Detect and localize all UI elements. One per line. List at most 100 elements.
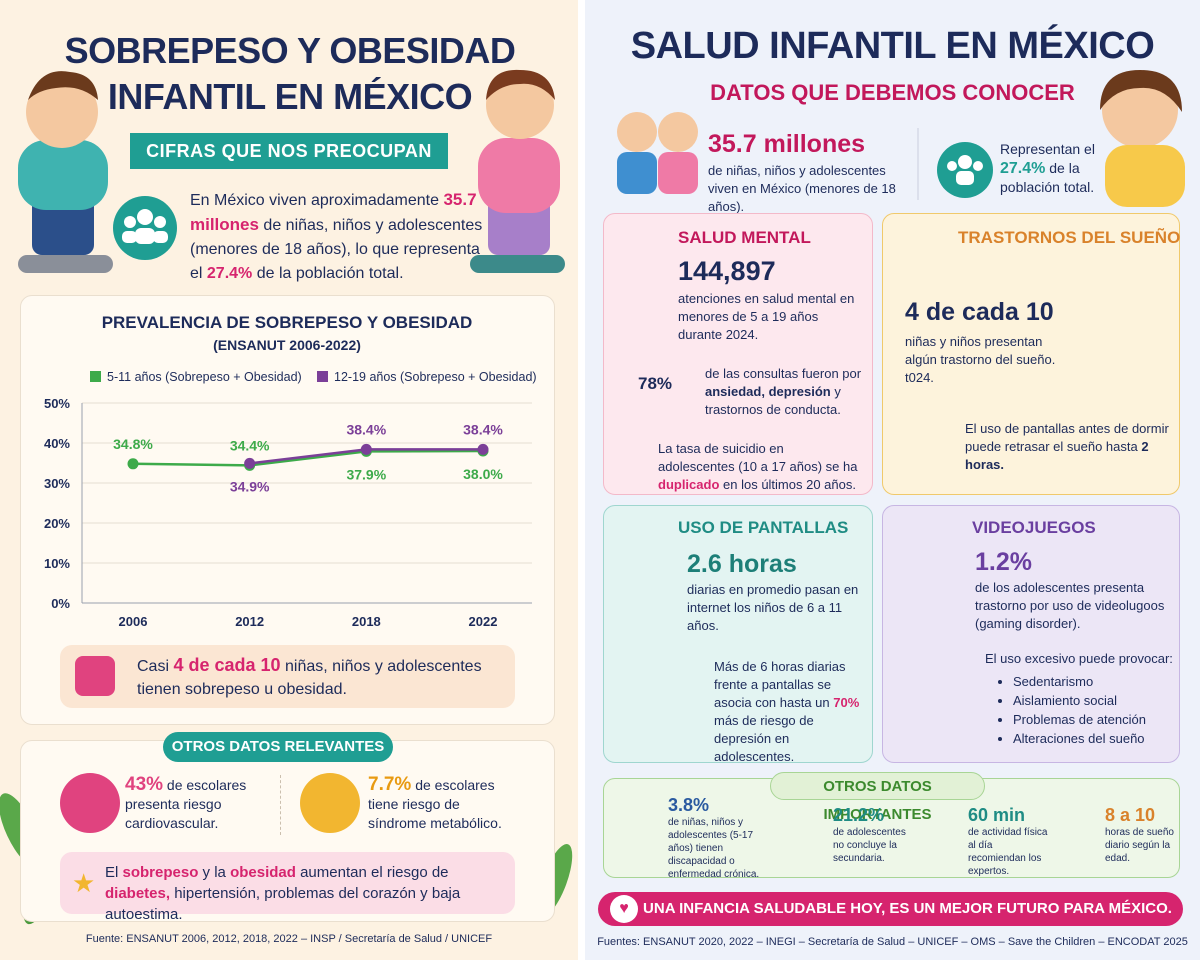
decor [1105,145,1185,207]
heart-icon: ♥ [610,895,638,923]
left-source: Fuente: ENSANUT 2006, 2012, 2018, 2022 –… [85,933,493,945]
games-lead: El uso excesivo puede provocar: [985,651,1173,666]
sleep-title: TRASTORNOS DEL SUEÑO [958,228,1181,247]
banner [598,892,1183,926]
x-tick-label: 2022 [469,614,498,629]
other-value: 21.2% [833,805,885,825]
y-tick-label: 30% [44,476,70,491]
decor [26,76,98,148]
screens-text: diarias en promedio pasan en internet lo… [687,582,859,633]
suicide-text: La tasa de suicidio en adolescentes (10 … [658,440,863,494]
callout-text: Casi [137,658,170,675]
others-title: OTROS DATOS RELEVANTES [163,732,393,762]
other-item: 3.8% de niñas, niños y adolescentes (5-1… [668,795,768,881]
fact: 7.7% de escolares tiene riesgo de síndro… [368,775,518,833]
warning-text: y la [202,864,226,881]
warning-highlight: obesidad [230,864,296,881]
intro-text: En México viven aproximadamente [190,192,440,209]
warning-box [60,852,515,914]
games-list: Sedentarismo Aislamiento social Problema… [995,672,1146,748]
other-value: 3.8% [668,795,710,815]
y-tick-label: 0% [51,596,70,611]
data-point [127,458,139,470]
donut-text: de las consultas fueron por ansiedad, de… [705,365,865,419]
warning-text: aumentan el riesgo de [300,864,449,881]
games-item: Sedentarismo [1013,672,1146,691]
divider [280,775,282,835]
data-label: 34.9% [230,478,270,494]
y-tick-label: 10% [44,556,70,571]
warning-highlight: sobrepeso [122,864,199,881]
share: Representan el 27.4% de la población tot… [1000,140,1110,197]
data-label: 38.4% [463,421,503,437]
suicide-part: La tasa de suicidio en adolescentes (10 … [658,441,858,474]
legend-label: 5-11 años (Sobrepeso + Obesidad) [107,370,302,384]
decor [153,231,168,243]
data-label: 38.4% [346,421,386,437]
donut-text-part: de las consultas fueron por [705,366,862,381]
other-item: 60 min de actividad física al día recomi… [968,805,1048,878]
decor [956,171,974,185]
legend-swatch [317,371,328,382]
data-label: 34.8% [113,436,153,452]
screens-card [603,505,873,763]
decor [1100,70,1182,112]
data-point [244,457,256,469]
callout-text: niñas, niños y adolescentes tienen sobre… [137,658,482,698]
other-text: de niñas, niños y adolescentes (5-17 año… [668,817,760,880]
decor [470,255,565,273]
warning: El sobrepeso y la obesidad aumentan el r… [105,862,505,925]
line-chart: PREVALENCIA DE SOBREPESO Y OBESIDAD (ENSA… [44,313,537,629]
mental-title: SALUD MENTAL [678,228,811,247]
sleep-screens-highlight: 2 horas. [965,439,1149,472]
y-tick-label: 40% [44,436,70,451]
share-text: Representan el [1000,141,1095,157]
series-line [132,449,484,467]
fact-text: de escolares presenta riesgo cardiovascu… [125,777,247,831]
callout-highlight: 4 de cada 10 [173,655,281,675]
suicide-part: en los últimos 20 años. [723,477,856,492]
warning-text: El [105,864,119,881]
donut-text-part: y trastornos de conducta. [705,384,841,417]
mental-card [603,213,873,495]
donut-text-highlight: ansiedad, depresión [705,384,831,399]
decor [617,112,657,152]
right-subtitle: DATOS QUE DEBEMOS CONOCER [710,80,1075,105]
risk-highlight: 70% [833,695,860,710]
other-text: de actividad física al día recomiendan l… [968,827,1048,877]
warning-text: hipertensión, problemas del corazón y ba… [105,885,461,923]
legend-swatch [90,371,101,382]
fact-value: 43% [125,774,164,795]
decor [947,161,957,171]
other-item: 21.2% de adolescentes no concluye la sec… [833,805,913,865]
x-tick-label: 2012 [235,614,264,629]
intro-highlight: 27.4% [206,265,253,282]
games-item: Problemas de atención [1013,710,1146,729]
intro-text: de niñas, niños y adolescentes (menores … [190,217,483,282]
games-item: Aislamiento social [1013,691,1146,710]
decor [154,216,166,228]
decor [617,152,657,194]
decor [937,142,993,198]
right-source: Fuentes: ENSANUT 2020, 2022 – INEGI – Se… [597,936,1188,948]
other-item: 8 a 10 horas de sueño diario según la ed… [1105,805,1175,865]
donut-label: 78% [637,374,673,393]
risk-part: Más de 6 horas diarias frente a pantalla… [714,659,846,710]
pop-text: de niñas, niños y adolescentes viven en … [708,163,896,214]
games-value: 1.2% [975,548,1032,576]
right-title: SALUD INFANTIL EN MÉXICO [630,25,1155,67]
suicide-highlight: duplicado [658,477,720,492]
legend-label: 12-19 años (Sobrepeso + Obesidad) [334,370,537,384]
data-label: 38.0% [463,466,503,482]
sleep-value: 4 de cada 10 [905,298,1054,326]
decor [973,161,983,171]
decor [486,71,554,139]
decor [28,71,98,100]
left-title: SOBREPESO Y OBESIDAD INFANTIL EN MÉXICO [64,30,516,117]
pop-value: 35.7 millones [708,130,866,158]
screens-risk: Más de 6 horas diarias frente a pantalla… [714,658,869,766]
other-value: 8 a 10 [1105,805,1156,825]
data-point [477,443,489,455]
risk-part: más de riesgo de depresión en adolescent… [714,713,814,764]
